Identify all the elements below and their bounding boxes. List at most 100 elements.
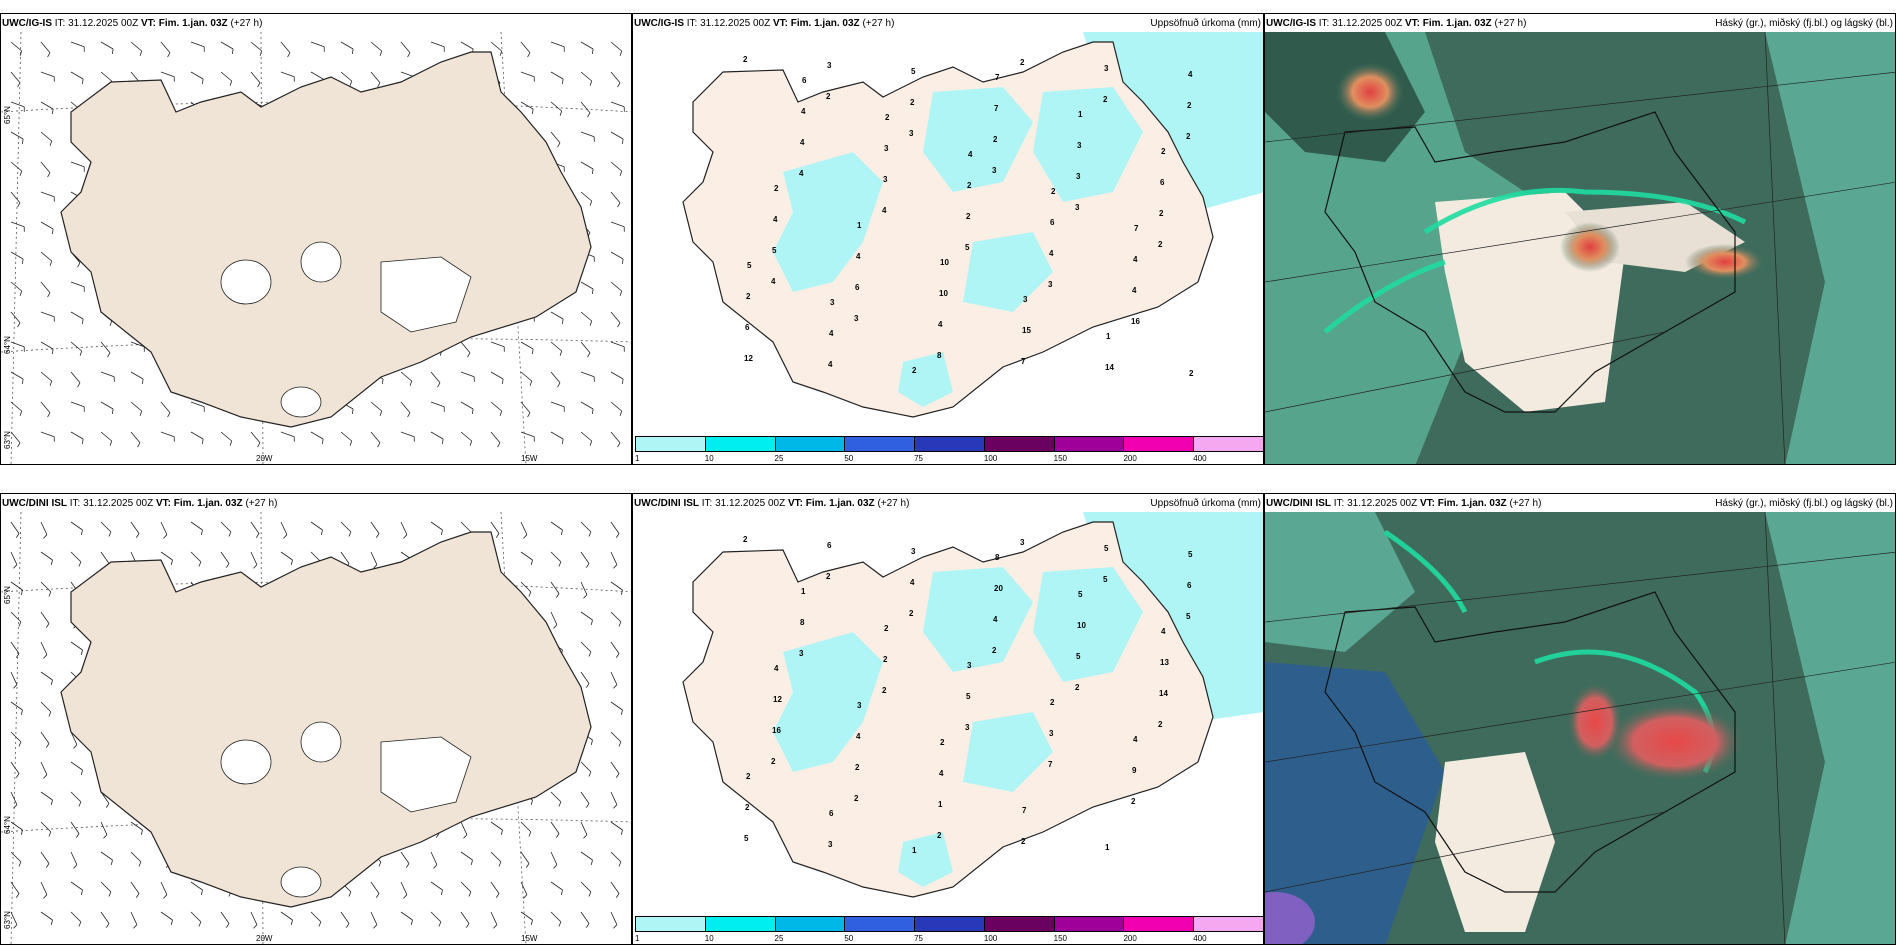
wind-barb-feather — [170, 919, 173, 925]
precip-value: 4 — [856, 732, 861, 741]
precip-value: 5 — [1186, 612, 1191, 621]
lon-label-20w: 20W — [256, 934, 273, 943]
wind-barb-feather — [352, 408, 354, 414]
colorbar-tick-label: 50 — [844, 934, 854, 943]
wind-barb — [520, 71, 535, 78]
wind-barb-feather — [163, 894, 168, 899]
wind-barb-feather — [198, 921, 202, 927]
wind-barb — [580, 641, 592, 653]
colorbar-tick-label: 150 — [1053, 934, 1068, 943]
wind-barb-feather — [617, 82, 621, 88]
lon-label-15w: 15W — [521, 454, 538, 463]
precip-value: 2 — [1186, 132, 1191, 141]
wind-barb-feather — [49, 380, 53, 386]
wind-barb — [490, 521, 500, 534]
lon-label-20w: 20W — [256, 454, 273, 463]
wind-barb-feather — [78, 561, 82, 567]
wind-barb-feather — [585, 563, 590, 568]
precip-value: 10 — [940, 258, 949, 267]
precip-shaded-areas — [773, 87, 1143, 407]
wind-barb — [580, 401, 594, 410]
wind-barb — [220, 431, 232, 442]
wind-barb-feather — [140, 829, 143, 835]
wind-barb-feather — [463, 834, 468, 839]
wind-barb-feather — [619, 290, 623, 296]
wind-barb — [550, 821, 560, 834]
precip-value: 8 — [937, 351, 942, 360]
wind-barb-feather — [48, 591, 52, 597]
precip-value: 2 — [967, 181, 972, 190]
precip-value: 4 — [1132, 286, 1137, 295]
wind-barb — [430, 401, 445, 408]
cloud-map-panel-ig: UWC/IG-IS IT: 31.12.2025 00Z VT: Fim. 1.… — [1264, 13, 1896, 465]
wind-barb — [160, 911, 173, 921]
wind-barb — [10, 881, 20, 894]
wind-barb-feather — [377, 442, 381, 448]
precip-value: 2 — [885, 113, 890, 122]
wind-barb-feather — [588, 531, 592, 537]
wind-barb — [310, 551, 322, 563]
precip-value: 2 — [1189, 369, 1194, 378]
wind-barb-feather — [527, 412, 531, 418]
wind-barb — [10, 311, 21, 323]
wind-barb — [430, 371, 441, 383]
precip-value: 3 — [883, 175, 888, 184]
wind-barb — [400, 911, 413, 921]
wind-barb-feather — [50, 919, 53, 925]
wind-barb-feather — [613, 564, 618, 569]
precip-colorbar: 1 10 25 50 75 100 150 200 400 — [635, 436, 1263, 464]
wind-barb — [250, 521, 260, 534]
wind-map-panel-dini: UWC/DINI ISL IT: 31.12.2025 00Z VT: Fim.… — [0, 493, 632, 945]
wind-barb-feather — [348, 891, 352, 897]
wind-barb — [40, 101, 54, 110]
wind-barb — [550, 881, 563, 891]
wind-barb-feather — [592, 48, 594, 54]
wind-barb-feather — [109, 440, 113, 446]
wind-barb — [520, 431, 535, 438]
wind-barb-feather — [555, 833, 560, 838]
wind-barb-feather — [18, 861, 22, 867]
wind-barb-feather — [82, 318, 84, 324]
wind-barb — [340, 41, 354, 50]
wind-barb-feather — [202, 78, 204, 84]
wind-barb-feather — [499, 50, 503, 56]
colorbar-tick-label: 50 — [844, 454, 854, 463]
wind-barb — [550, 401, 565, 408]
precip-field-title: Uppsöfnuð úrkoma (mm) — [1150, 498, 1261, 509]
wind-barb — [610, 371, 624, 380]
precip-value: 10 — [939, 289, 948, 298]
wind-barb — [520, 521, 528, 535]
precip-value: 3 — [1077, 141, 1082, 150]
wind-barb — [610, 611, 622, 623]
wind-barb — [310, 41, 325, 48]
wind-barb-feather — [17, 322, 21, 328]
wind-barb — [10, 161, 22, 172]
wind-barb — [430, 431, 444, 440]
precip-value: 7 — [1048, 760, 1053, 769]
wind-barb — [100, 341, 111, 353]
wind-barb-feather — [255, 533, 260, 538]
wind-barb — [430, 851, 438, 865]
wind-barb — [10, 911, 18, 925]
wind-barb-feather — [525, 863, 530, 868]
wind-barb — [400, 431, 415, 438]
wind-barb — [40, 821, 52, 833]
wind-barb — [610, 251, 624, 260]
wind-barb-feather — [52, 228, 54, 234]
wind-barb — [580, 281, 594, 290]
wind-barb-feather — [375, 533, 380, 538]
wind-barb-feather — [82, 78, 84, 84]
wind-barb-feather — [373, 924, 378, 929]
wind-barb — [40, 191, 55, 198]
wind-barb — [340, 911, 350, 924]
cloud-field-title: Háský (gr.), miðský (fj.bl.) og lágský (… — [1715, 498, 1893, 509]
wind-barb-feather — [498, 861, 502, 867]
wind-barb-feather — [590, 739, 593, 745]
wind-barb-feather — [589, 80, 593, 86]
wind-barb — [160, 41, 171, 53]
wind-barb — [370, 431, 381, 443]
precip-value: 2 — [992, 646, 997, 655]
precip-value: 4 — [800, 138, 805, 147]
glaciers — [220, 241, 472, 418]
precip-value: 2 — [743, 55, 748, 64]
